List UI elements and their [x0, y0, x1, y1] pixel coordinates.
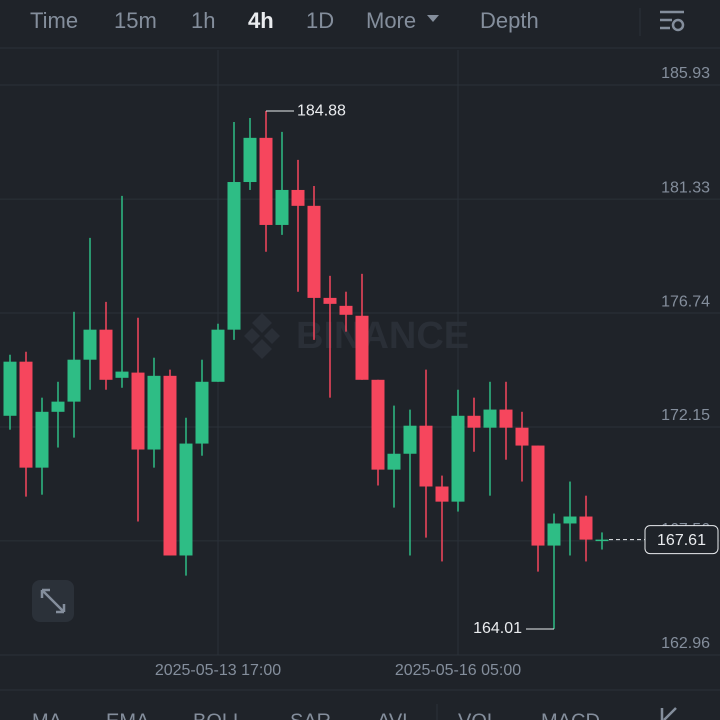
last-price-label: 167.61	[657, 532, 706, 549]
tab[interactable]: More	[366, 8, 416, 33]
tab[interactable]: 4h	[248, 8, 274, 33]
candle-body	[179, 443, 193, 556]
tab[interactable]: Time	[30, 8, 78, 33]
candle-body	[371, 379, 385, 470]
candle-body	[227, 182, 241, 330]
tab[interactable]: Depth	[480, 8, 539, 33]
candle-body	[35, 411, 49, 468]
indicator-tab[interactable]: EMA	[106, 710, 150, 720]
candle-body	[83, 329, 97, 360]
candle-body	[243, 137, 257, 183]
candle-body	[115, 371, 129, 378]
candle-body	[467, 415, 481, 428]
candle-body	[339, 305, 353, 315]
candle-body	[3, 361, 17, 416]
candle-body	[387, 453, 401, 470]
candle-body	[563, 516, 577, 524]
tab[interactable]: 1D	[306, 8, 334, 33]
expand-button[interactable]	[32, 580, 74, 622]
candle-body	[323, 297, 337, 304]
indicator-bar: MA EMA BOLL SAR AVL VOL MACD	[32, 704, 677, 720]
candle-body	[131, 372, 145, 450]
candle-body	[291, 189, 305, 206]
indicator-tab[interactable]: MACD	[541, 710, 600, 720]
candle-body	[483, 409, 497, 428]
candle-body	[531, 445, 545, 546]
candle-body	[419, 425, 433, 487]
watermark-text: BINANCE	[296, 315, 469, 357]
candle-body	[307, 205, 321, 298]
watermark: BINANCE	[244, 313, 469, 359]
x-tick-label: 2025-05-16 05:00	[395, 662, 521, 679]
tab[interactable]: 1h	[191, 8, 215, 33]
candle-body	[211, 329, 225, 382]
candle-body	[67, 359, 81, 402]
candle-body	[499, 409, 513, 428]
indicator-tab[interactable]: VOL	[458, 710, 498, 720]
candle-body	[275, 189, 289, 225]
edit-icon	[660, 707, 677, 720]
candle-body	[355, 315, 369, 380]
toolbar: Time 15m 1h 4h 1D More Depth	[30, 8, 539, 33]
candle-body	[547, 523, 561, 546]
y-tick-label: 162.96	[661, 635, 710, 652]
indicator-tab[interactable]: SAR	[290, 710, 331, 720]
settings-icon[interactable]	[660, 10, 685, 32]
candle-body	[403, 425, 417, 454]
low-label: 164.01	[473, 620, 522, 637]
y-tick-label: 172.15	[661, 407, 710, 424]
candle-body	[19, 361, 33, 468]
high-label: 184.88	[297, 102, 346, 119]
x-tick-label: 2025-05-13 17:00	[155, 662, 281, 679]
indicator-tab[interactable]: AVL	[377, 710, 413, 720]
tab[interactable]: 15m	[114, 8, 157, 33]
last-price-box	[644, 525, 719, 555]
indicator-tab[interactable]: BOLL	[193, 710, 244, 720]
dropdown-caret	[427, 15, 439, 22]
candle-body	[195, 381, 209, 444]
candle-body	[163, 375, 177, 556]
candle-body	[451, 415, 465, 502]
y-tick-label: 176.74	[661, 293, 710, 310]
candle-body	[515, 427, 529, 446]
candle-body	[99, 329, 113, 380]
y-tick-label: 181.33	[661, 179, 710, 196]
candle-body	[259, 137, 273, 225]
y-tick-label: 185.93	[661, 65, 710, 82]
plot: 185.93181.33176.74172.15167.56162.962025…	[0, 50, 720, 679]
candle-body	[147, 375, 161, 450]
candle-body	[435, 486, 449, 502]
candle-body	[51, 401, 65, 412]
candle-body	[579, 516, 593, 540]
candle-body	[595, 539, 609, 542]
indicator-tab[interactable]: MA	[32, 710, 63, 720]
